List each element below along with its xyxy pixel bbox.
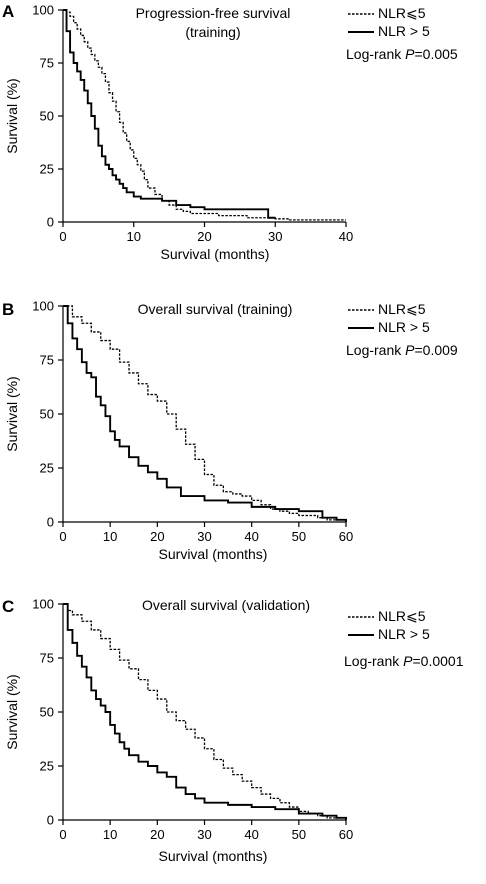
annotation-p-symbol: P bbox=[403, 653, 413, 669]
x-tick-label: 10 bbox=[127, 229, 141, 244]
x-tick-label: 50 bbox=[292, 827, 306, 842]
annotation-value: =0.009 bbox=[414, 342, 458, 358]
legend-solid-line-swatch bbox=[348, 327, 374, 329]
y-tick-label: 50 bbox=[40, 407, 54, 422]
annotation-prefix: Log-rank bbox=[346, 46, 406, 62]
legend-solid-line-swatch bbox=[348, 31, 374, 33]
chart-c-plot: 0 25 50 75 100 0 10 20 30 40 50 60 bbox=[32, 597, 353, 843]
y-axis-label: Survival (%) bbox=[4, 376, 20, 452]
legend-label: NLR > 5 bbox=[378, 23, 430, 39]
x-tick-label: 60 bbox=[339, 529, 353, 544]
y-tick-label: 25 bbox=[40, 162, 54, 177]
x-tick-label: 0 bbox=[59, 229, 66, 244]
y-tick-label: 25 bbox=[40, 461, 54, 476]
annotation-p-symbol: P bbox=[405, 342, 415, 358]
legend-dashed-line-swatch bbox=[348, 13, 374, 15]
x-tick-label: 30 bbox=[197, 827, 211, 842]
x-tick-label: 0 bbox=[59, 827, 66, 842]
log-rank-annotation: Log-rank P=0.005 bbox=[346, 46, 458, 62]
annotation-value: =0.0001 bbox=[412, 653, 464, 669]
x-tick-label: 10 bbox=[103, 827, 117, 842]
x-tick-label: 20 bbox=[150, 529, 164, 544]
y-tick-label: 0 bbox=[47, 515, 54, 530]
x-tick-label: 40 bbox=[244, 529, 258, 544]
y-tick-label: 100 bbox=[32, 299, 54, 314]
x-tick-label: 20 bbox=[150, 827, 164, 842]
legend-dashed-line-swatch bbox=[348, 309, 374, 311]
legend-dashed-line-swatch bbox=[348, 616, 374, 618]
y-axis-label: Survival (%) bbox=[4, 674, 20, 750]
survival-curve-nlr-gt5 bbox=[63, 603, 347, 820]
y-tick-label: 0 bbox=[47, 215, 54, 230]
log-rank-annotation: Log-rank P=0.0001 bbox=[344, 653, 464, 669]
x-tick-label: 40 bbox=[339, 229, 353, 244]
legend-label: NLR > 5 bbox=[378, 319, 430, 335]
panel-letter: A bbox=[2, 2, 15, 21]
legend-label: NLR⩽5 bbox=[378, 301, 426, 317]
x-tick-label: 40 bbox=[244, 827, 258, 842]
panel-b: B 0 25 50 75 100 0 10 20 30 40 50 60 Overall surviv… bbox=[0, 296, 486, 586]
chart-title: Overall survival (training) bbox=[137, 301, 293, 317]
x-tick-label: 50 bbox=[292, 529, 306, 544]
panel-c: C 0 25 50 75 100 0 10 20 30 40 50 60 Overall surviv… bbox=[0, 594, 486, 884]
panel-letter: C bbox=[2, 597, 15, 616]
chart-title-line2: (training) bbox=[185, 24, 241, 40]
y-axis-label: Survival (%) bbox=[4, 78, 20, 154]
x-tick-label: 30 bbox=[268, 229, 282, 244]
annotation-p-symbol: P bbox=[405, 46, 415, 62]
log-rank-annotation: Log-rank P=0.009 bbox=[346, 342, 458, 358]
x-axis-label: Survival (months) bbox=[158, 848, 268, 864]
chart-title: Overall survival (validation) bbox=[141, 597, 311, 613]
survival-curve-nlr-gt5 bbox=[63, 305, 347, 522]
x-tick-label: 60 bbox=[339, 827, 353, 842]
legend-label: NLR⩽5 bbox=[378, 608, 426, 624]
y-tick-label: 0 bbox=[47, 813, 54, 828]
legend-solid-line-swatch bbox=[348, 634, 374, 636]
x-axis-label: Survival (months) bbox=[158, 546, 268, 562]
chart-a-plot: 0 25 50 75 100 0 10 20 30 40 bbox=[32, 3, 353, 245]
annotation-prefix: Log-rank bbox=[346, 342, 406, 358]
y-tick-label: 100 bbox=[32, 3, 54, 18]
chart-title: Progression-free survival (training) bbox=[108, 4, 318, 42]
chart-b-plot: 0 25 50 75 100 0 10 20 30 40 50 60 bbox=[32, 299, 353, 545]
y-tick-label: 50 bbox=[40, 109, 54, 124]
survival-curve-nlr-le5 bbox=[63, 603, 347, 820]
x-tick-label: 0 bbox=[59, 529, 66, 544]
y-tick-label: 100 bbox=[32, 597, 54, 612]
legend-label: NLR⩽5 bbox=[378, 5, 426, 21]
x-axis-label: Survival (months) bbox=[160, 246, 270, 262]
y-tick-label: 75 bbox=[40, 56, 54, 71]
legend-label: NLR > 5 bbox=[378, 626, 430, 642]
chart-title-line1: Progression-free survival bbox=[135, 5, 291, 21]
y-tick-label: 50 bbox=[40, 705, 54, 720]
x-tick-label: 10 bbox=[103, 529, 117, 544]
survival-curve-nlr-le5 bbox=[63, 305, 346, 521]
panel-a: A 0 25 50 75 100 0 10 20 30 40 Progression-free s… bbox=[0, 0, 486, 290]
x-tick-label: 20 bbox=[197, 229, 211, 244]
x-tick-label: 30 bbox=[197, 529, 211, 544]
y-tick-label: 75 bbox=[40, 353, 54, 368]
y-tick-label: 75 bbox=[40, 651, 54, 666]
survival-curve-nlr-gt5 bbox=[63, 9, 276, 219]
survival-curve-nlr-le5 bbox=[63, 9, 346, 221]
panel-letter: B bbox=[2, 300, 15, 319]
annotation-prefix: Log-rank bbox=[344, 653, 404, 669]
annotation-value: =0.005 bbox=[414, 46, 458, 62]
y-tick-label: 25 bbox=[40, 759, 54, 774]
